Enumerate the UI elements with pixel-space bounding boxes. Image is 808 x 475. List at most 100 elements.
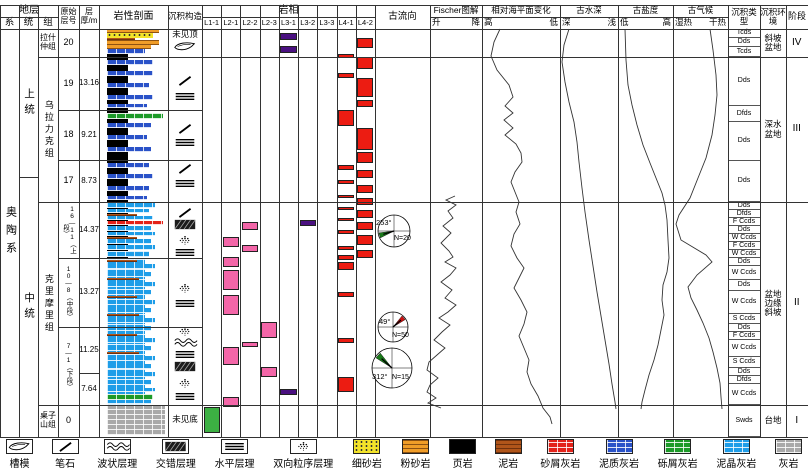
- graptolite-icon: [51, 439, 79, 454]
- grid-line-v: [560, 5, 561, 437]
- layer-number: 16—11（上段）: [61, 206, 76, 254]
- grid-line-v: [99, 5, 100, 437]
- lithology-band: [107, 282, 155, 287]
- legend-item: 波状层理: [97, 439, 137, 470]
- system-label: 奥陶系: [4, 206, 17, 260]
- grid-line-h: [79, 373, 99, 374]
- graptolite-icon: [178, 124, 192, 134]
- thickness-value: 11.25: [79, 344, 99, 354]
- salinity-curve: [624, 28, 670, 410]
- legend-label: 泥晶灰岩: [716, 459, 757, 470]
- legend-item: 笔石: [51, 439, 79, 470]
- layer-number: 17: [63, 175, 74, 186]
- graptolite-icon: [178, 208, 192, 218]
- deposit-type-row: S Ccds: [728, 357, 760, 368]
- facies-col-header: L2-2: [242, 17, 258, 27]
- facies-block: [338, 207, 355, 210]
- cross-bedding-icon: [174, 219, 196, 230]
- curve-col-title-climate: 古气候: [687, 5, 714, 16]
- environment-cell: 斜坡盆地: [764, 32, 782, 52]
- facies-block: [357, 38, 374, 48]
- lithology-band: [107, 147, 151, 152]
- lithology-band: [107, 40, 159, 45]
- legend-item: 双向粒序层理: [273, 439, 333, 470]
- facies-block: [222, 257, 239, 267]
- thickness-value: 7.64: [81, 383, 97, 393]
- curve-col-sub-climate: 湿热 干热: [673, 17, 728, 29]
- environment-cell: 深水盆地: [764, 119, 782, 139]
- grid-line-v: [0, 5, 1, 437]
- lithology-band: [107, 29, 159, 33]
- header-system: 系: [4, 16, 15, 28]
- svg-text:N=20: N=20: [394, 235, 411, 242]
- formation-cell: 克里摩里组: [43, 273, 54, 334]
- lithology-band: [107, 232, 155, 236]
- structure-icon-horizontal-bedding: [172, 136, 198, 149]
- environment-cell: 台地: [764, 415, 782, 426]
- curve-col-right-label: 高: [662, 17, 671, 28]
- layer-number: 7—1（下段）: [65, 342, 73, 390]
- grid-line-v: [375, 5, 376, 437]
- structure-icon-horizontal-bedding: [172, 246, 198, 259]
- structure-icon-horizontal-bedding: [172, 90, 198, 103]
- lithology-band: [107, 95, 153, 100]
- limestone-swatch: [774, 439, 802, 454]
- lithology-band: [107, 49, 145, 54]
- legend-label: 灰岩: [778, 459, 799, 470]
- flute-cast-icon: [6, 439, 33, 454]
- grid-line-h: [0, 17, 58, 18]
- thickness-value: 13.16: [78, 78, 100, 88]
- lithology-band: [107, 135, 147, 140]
- structure-icon-cross-bedding: [172, 218, 198, 231]
- cross-bedding-icon: [162, 439, 190, 454]
- facies-block: [357, 185, 374, 193]
- lithology-band: [107, 356, 155, 361]
- header-orig-number: 原始层号: [60, 7, 77, 25]
- deposit-type-row: F Ccds: [728, 218, 760, 226]
- facies-block: [357, 222, 374, 230]
- legend-label: 砾屑灰岩: [657, 459, 698, 470]
- curve-col-left-label: 低: [620, 17, 629, 28]
- grid-line-h: [0, 5, 808, 7]
- wavy-bedding-icon: [103, 439, 131, 454]
- deposit-type-row: W Ccds: [728, 340, 760, 357]
- curve-col-sub-salinity: 低高: [618, 17, 673, 29]
- lithology-band: [107, 123, 151, 128]
- facies-block: [338, 195, 355, 198]
- horizontal-bedding-icon: [175, 93, 195, 100]
- lithology-band: [107, 226, 151, 231]
- structure-icon-bidirectional-graded-bedding: [172, 282, 198, 295]
- lithology-band: [107, 300, 155, 305]
- lithology-band: [107, 45, 151, 49]
- layer-number: 19: [63, 77, 74, 88]
- lithology-band: [107, 338, 155, 343]
- facies-col-header: L1-1: [204, 17, 220, 27]
- paleocurrent-rose: 253° N=20: [376, 214, 411, 248]
- deposit-type-row: Dds: [728, 122, 760, 161]
- facies-block: [261, 322, 278, 338]
- lithology-band: [107, 296, 137, 298]
- structure-icon-graptolite: [172, 206, 198, 219]
- legend-item: 泥岩: [494, 439, 522, 470]
- legend-item: 灰岩: [774, 439, 802, 470]
- lithology-band: [107, 221, 163, 225]
- graptolite-icon: [178, 164, 192, 174]
- facies-block: [299, 220, 316, 226]
- legend-label: 泥岩: [498, 459, 519, 470]
- fischer-curve: [426, 195, 457, 409]
- grid-line-v: [317, 5, 319, 437]
- legend-item: 泥晶灰岩: [716, 439, 756, 470]
- legend-item: 页岩: [449, 439, 477, 470]
- shale-swatch: [449, 439, 477, 454]
- lithology-band: [107, 380, 151, 385]
- grid-line-v: [355, 5, 357, 437]
- deposit-type-row: Dds: [728, 38, 760, 47]
- deposit-type-row: Dds: [728, 202, 760, 210]
- curve-col-right-label: 降: [471, 17, 480, 28]
- stage-cell: III: [792, 123, 801, 135]
- lithology-band: [107, 196, 147, 200]
- curve-col-title-depth: 古水深: [576, 5, 602, 16]
- grid-line-h: [58, 110, 202, 111]
- svg-text:49°: 49°: [379, 317, 390, 326]
- argillaceous-swatch: [605, 439, 633, 454]
